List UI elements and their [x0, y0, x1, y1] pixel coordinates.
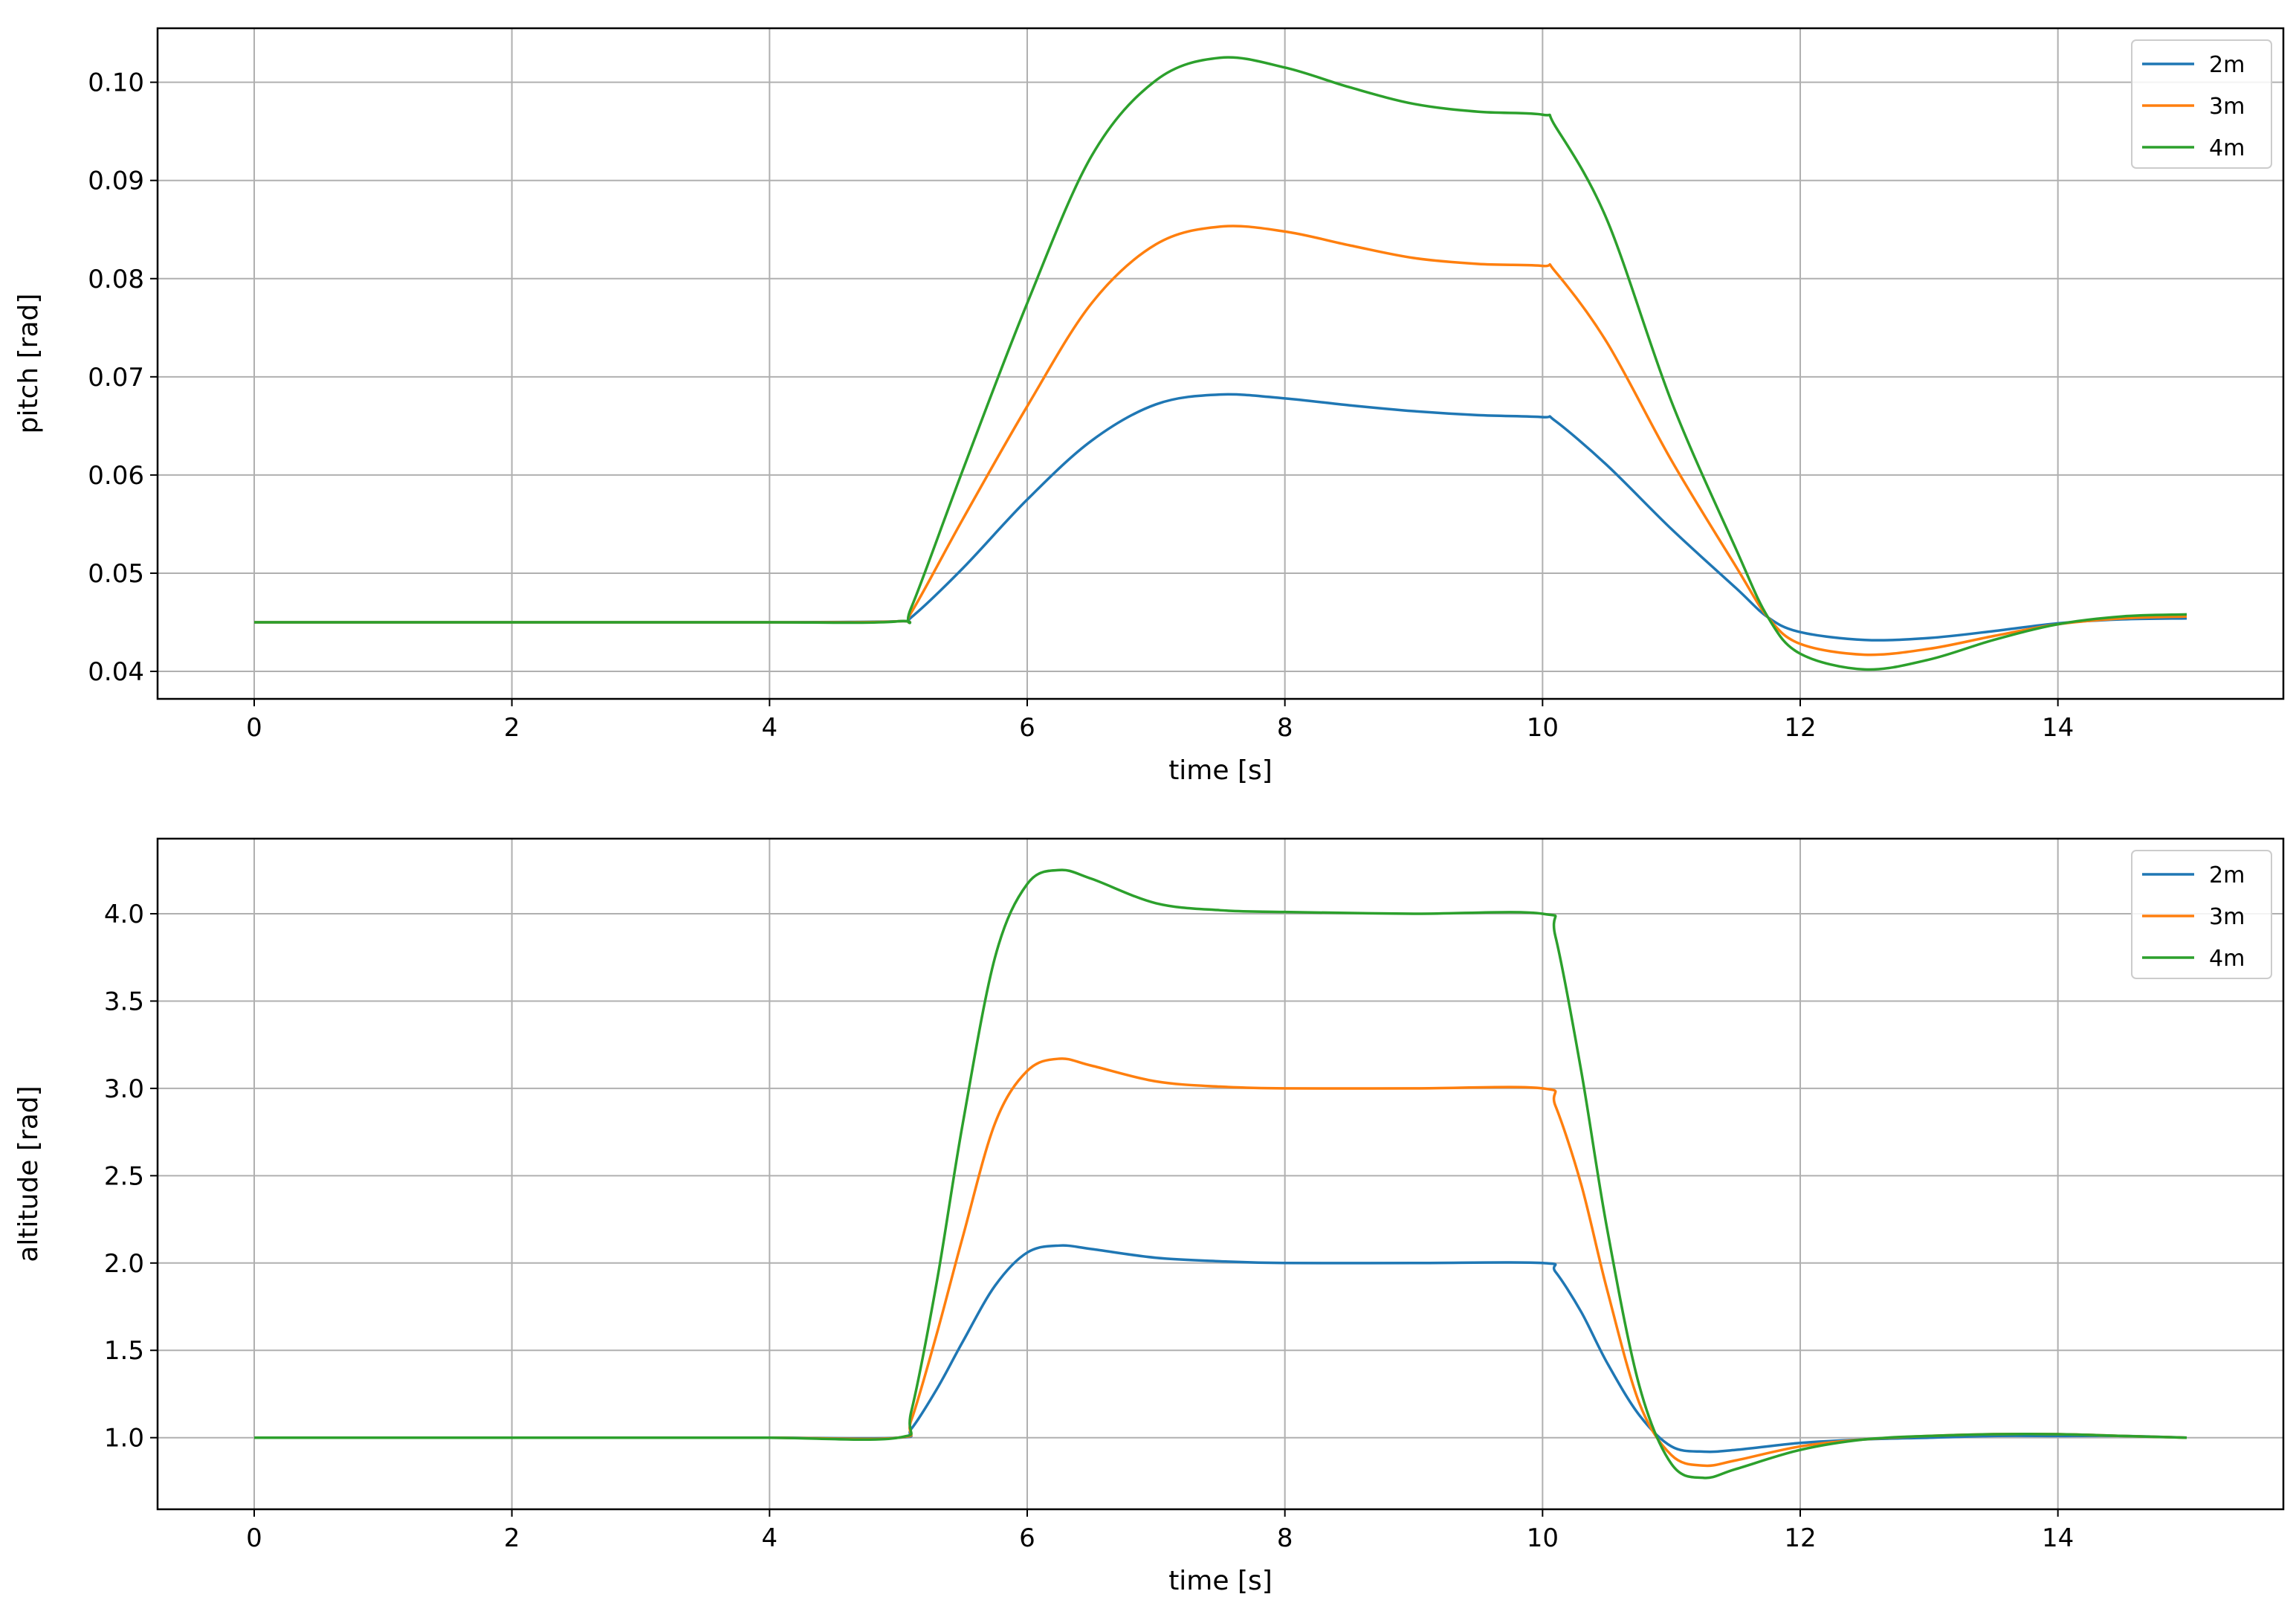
legend-box: [2131, 39, 2272, 169]
axes-frame: [156, 837, 2285, 1511]
x-axis-label: time [s]: [1168, 1566, 1272, 1596]
x-tick-label: 12: [1784, 1523, 1816, 1553]
x-axis-label: time [s]: [1168, 755, 1272, 786]
y-tick-label: 4.0: [104, 900, 144, 929]
y-tick-label: 0.06: [88, 461, 144, 491]
x-tick-label: 2: [504, 1523, 520, 1553]
x-tick-label: 4: [762, 1523, 778, 1553]
x-tick-label: 4: [762, 713, 778, 743]
x-tick-label: 6: [1019, 1523, 1035, 1553]
y-tick-label: 0.09: [88, 167, 144, 196]
series-group: [253, 56, 2187, 671]
y-tick-label: 0.10: [88, 68, 144, 98]
y-axis-label: pitch [rad]: [13, 294, 44, 434]
x-tick-label: 2: [504, 713, 520, 743]
x-tick-label: 8: [1277, 1523, 1293, 1553]
pitch-chart: 0 2 4 6 8 10 12 14 0.04 0.05 0.06 0.07 0.08 0.09 0.10 t…: [13, 27, 2285, 786]
y-tick-label: 1.0: [104, 1424, 144, 1454]
x-tick-label: 8: [1277, 713, 1293, 743]
altitude-chart: 0 2 4 6 8 10 12 14 1.0 1.5 2.0 2.5 3.0 3.5 4.0 time [s]…: [13, 837, 2285, 1596]
legend-label-3m: 3m: [2209, 94, 2245, 120]
legend-label-4m: 4m: [2209, 946, 2245, 972]
x-tick-label: 12: [1784, 713, 1816, 743]
y-tick-label: 1.5: [104, 1336, 144, 1366]
legend: 2m 3m 4m: [2131, 39, 2272, 169]
series-line-4m: [253, 56, 2187, 671]
x-tick-label: 10: [1527, 713, 1559, 743]
y-axis-label: altitude [rad]: [13, 1085, 44, 1262]
y-tick-label: 3.5: [104, 987, 144, 1016]
series-line-4m: [254, 868, 2187, 1480]
legend-label-2m: 2m: [2209, 862, 2245, 888]
y-tick-label: 0.05: [88, 559, 144, 589]
y-tick-label: 0.08: [88, 265, 144, 294]
x-tick-label: 0: [246, 1523, 262, 1553]
y-tick-label: 2.5: [104, 1161, 144, 1191]
y-tick-label: 2.0: [104, 1249, 144, 1279]
y-tick-label: 0.07: [88, 363, 144, 393]
legend-label-4m: 4m: [2209, 135, 2245, 161]
legend-label-3m: 3m: [2209, 904, 2245, 930]
y-tick-label: 3.0: [104, 1074, 144, 1104]
x-tick-label: 6: [1019, 713, 1035, 743]
legend-box: [2131, 850, 2272, 979]
x-tick-label: 0: [246, 713, 262, 743]
legend-label-2m: 2m: [2209, 52, 2245, 78]
x-tick-label: 14: [2042, 713, 2074, 743]
x-tick-label: 10: [1527, 1523, 1559, 1553]
y-tick-label: 0.04: [88, 657, 144, 687]
axes-frame: [156, 27, 2285, 700]
x-tick-label: 14: [2042, 1523, 2074, 1553]
legend: 2m 3m 4m: [2131, 850, 2272, 979]
series-group: [254, 868, 2187, 1480]
